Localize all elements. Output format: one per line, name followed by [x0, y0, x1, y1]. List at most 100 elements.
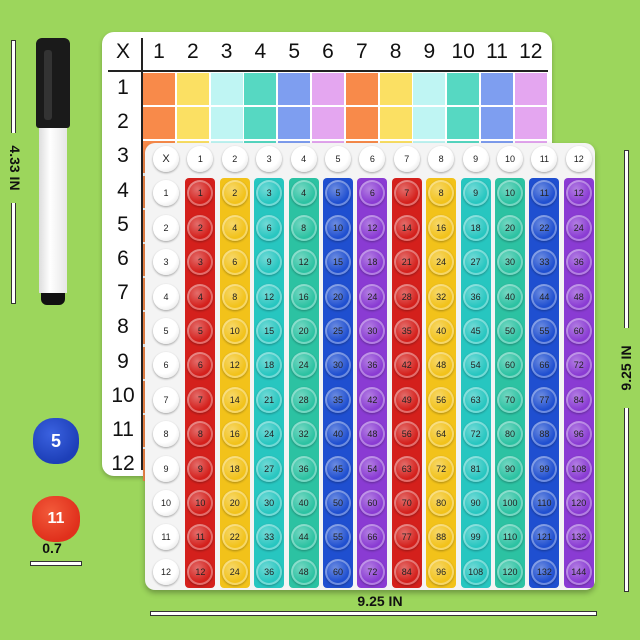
popit-product-bubble[interactable]: 96 [428, 558, 455, 585]
popit-product-bubble[interactable]: 45 [462, 318, 489, 344]
popit-product-bubble[interactable]: 10 [325, 214, 351, 241]
popit-product-bubble[interactable]: 22 [221, 524, 248, 551]
popit-product-bubble[interactable]: 54 [462, 352, 489, 379]
popit-product-bubble[interactable]: 132 [565, 524, 592, 551]
popit-product-bubble[interactable]: 132 [531, 558, 558, 585]
popit-product-bubble[interactable]: 24 [290, 352, 317, 379]
popit-product-bubble[interactable]: 84 [565, 386, 592, 413]
popit-row-header-bubble[interactable]: 2 [153, 214, 179, 241]
popit-product-bubble[interactable]: 96 [565, 421, 592, 448]
popit-product-bubble[interactable]: 90 [462, 490, 489, 516]
popit-product-bubble[interactable]: 20 [325, 283, 351, 310]
popit-product-bubble[interactable]: 25 [325, 318, 351, 344]
popit-product-bubble[interactable]: 9 [256, 249, 283, 276]
popit-product-bubble[interactable]: 10 [187, 490, 214, 516]
popit-product-bubble[interactable]: 24 [565, 214, 592, 241]
popit-product-bubble[interactable]: 20 [290, 318, 317, 344]
popit-product-bubble[interactable]: 12 [221, 352, 248, 379]
popit-product-bubble[interactable]: 36 [462, 283, 489, 310]
popit-row-header-bubble[interactable]: 11 [153, 524, 179, 551]
popit-product-bubble[interactable]: 21 [393, 249, 420, 276]
popit-product-bubble[interactable]: 8 [187, 421, 214, 448]
popit-product-bubble[interactable]: 60 [359, 490, 386, 516]
popit-product-bubble[interactable]: 32 [428, 283, 455, 310]
popit-row-header-bubble[interactable]: 9 [153, 455, 179, 482]
popit-product-bubble[interactable]: 54 [359, 455, 386, 482]
popit-product-bubble[interactable]: 70 [393, 490, 420, 516]
popit-product-bubble[interactable]: 1 [187, 180, 214, 207]
popit-product-bubble[interactable]: 24 [256, 421, 283, 448]
popit-product-bubble[interactable]: 11 [531, 180, 558, 207]
popit-product-bubble[interactable]: 42 [359, 386, 386, 413]
popit-product-bubble[interactable]: 90 [497, 455, 523, 482]
popit-product-bubble[interactable]: 66 [531, 352, 558, 379]
popit-product-bubble[interactable]: 27 [256, 455, 283, 482]
popit-col-header-bubble[interactable]: 12 [565, 146, 592, 172]
popit-product-bubble[interactable]: 22 [531, 214, 558, 241]
popit-product-bubble[interactable]: 18 [221, 455, 248, 482]
popit-product-bubble[interactable]: 40 [497, 283, 523, 310]
popit-product-bubble[interactable]: 40 [290, 490, 317, 516]
popit-product-bubble[interactable]: 9 [462, 180, 489, 207]
popit-product-bubble[interactable]: 16 [428, 214, 455, 241]
popit-product-bubble[interactable]: 15 [256, 318, 283, 344]
popit-product-bubble[interactable]: 4 [221, 214, 248, 241]
popit-product-bubble[interactable]: 84 [393, 558, 420, 585]
popit-product-bubble[interactable]: 3 [256, 180, 283, 207]
popit-product-bubble[interactable]: 55 [325, 524, 351, 551]
popit-product-bubble[interactable]: 2 [221, 180, 248, 207]
popit-product-bubble[interactable]: 28 [290, 386, 317, 413]
popit-product-bubble[interactable]: 88 [428, 524, 455, 551]
popit-product-bubble[interactable]: 60 [325, 558, 351, 585]
popit-product-bubble[interactable]: 21 [256, 386, 283, 413]
popit-product-bubble[interactable]: 14 [221, 386, 248, 413]
popit-product-bubble[interactable]: 56 [428, 386, 455, 413]
popit-row-header-bubble[interactable]: 7 [153, 386, 179, 413]
popit-product-bubble[interactable]: 7 [393, 180, 420, 207]
popit-product-bubble[interactable]: 7 [187, 386, 214, 413]
popit-product-bubble[interactable]: 24 [359, 283, 386, 310]
popit-product-bubble[interactable]: 12 [290, 249, 317, 276]
popit-product-bubble[interactable]: 5 [187, 318, 214, 344]
popit-product-bubble[interactable]: 77 [531, 386, 558, 413]
popit-product-bubble[interactable]: 120 [565, 490, 592, 516]
popit-product-bubble[interactable]: 40 [325, 421, 351, 448]
popit-product-bubble[interactable]: 66 [359, 524, 386, 551]
popit-product-bubble[interactable]: 50 [325, 490, 351, 516]
popit-row-header-bubble[interactable]: 10 [153, 490, 179, 516]
popit-product-bubble[interactable]: 110 [497, 524, 523, 551]
popit-product-bubble[interactable]: 6 [359, 180, 386, 207]
popit-product-bubble[interactable]: 63 [462, 386, 489, 413]
popit-col-header-bubble[interactable]: 6 [359, 146, 386, 172]
popit-product-bubble[interactable]: 2 [187, 214, 214, 241]
popit-product-bubble[interactable]: 18 [256, 352, 283, 379]
popit-product-bubble[interactable]: 20 [497, 214, 523, 241]
popit-col-header-bubble[interactable]: 9 [462, 146, 489, 172]
popit-product-bubble[interactable]: 4 [290, 180, 317, 207]
popit-product-bubble[interactable]: 48 [359, 421, 386, 448]
popit-product-bubble[interactable]: 33 [256, 524, 283, 551]
popit-product-bubble[interactable]: 33 [531, 249, 558, 276]
popit-product-bubble[interactable]: 44 [531, 283, 558, 310]
popit-col-header-bubble[interactable]: 1 [187, 146, 214, 172]
popit-row-header-bubble[interactable]: 8 [153, 421, 179, 448]
popit-product-bubble[interactable]: 121 [531, 524, 558, 551]
popit-product-bubble[interactable]: 120 [497, 558, 523, 585]
popit-col-header-bubble[interactable]: 3 [256, 146, 283, 172]
popit-product-bubble[interactable]: 28 [393, 283, 420, 310]
popit-product-bubble[interactable]: 72 [462, 421, 489, 448]
popit-product-bubble[interactable]: 60 [565, 318, 592, 344]
popit-row-header-bubble[interactable]: 3 [153, 249, 179, 276]
popit-product-bubble[interactable]: 12 [187, 558, 214, 585]
popit-col-header-bubble[interactable]: 2 [221, 146, 248, 172]
popit-product-bubble[interactable]: 40 [428, 318, 455, 344]
popit-product-bubble[interactable]: 50 [497, 318, 523, 344]
popit-product-bubble[interactable]: 6 [187, 352, 214, 379]
popit-product-bubble[interactable]: 8 [290, 214, 317, 241]
popit-row-header-bubble[interactable]: 1 [153, 180, 179, 207]
popit-row-header-bubble[interactable]: 12 [153, 558, 179, 585]
popit-col-header-bubble[interactable]: 7 [393, 146, 420, 172]
popit-product-bubble[interactable]: 15 [325, 249, 351, 276]
popit-product-bubble[interactable]: 11 [187, 524, 214, 551]
popit-product-bubble[interactable]: 35 [325, 386, 351, 413]
